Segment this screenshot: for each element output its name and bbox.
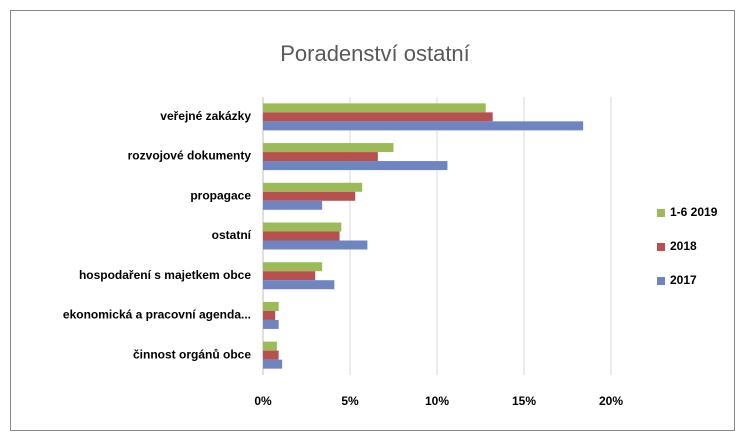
y-tick-label: veřejné zakázky (160, 109, 251, 123)
y-tick-label: ostatní (212, 228, 252, 242)
legend-swatch (657, 209, 665, 217)
bar (263, 280, 335, 290)
bar (263, 161, 448, 171)
bar (263, 231, 340, 241)
legend-label: 2018 (670, 239, 697, 253)
y-tick-label: činnost orgánů obce (133, 347, 251, 361)
bar (263, 182, 363, 192)
x-tick-label: 0% (254, 394, 272, 408)
chart-border (10, 10, 735, 431)
x-tick-label: 10% (425, 394, 449, 408)
bar (263, 240, 368, 250)
bar (263, 319, 279, 329)
y-tick-label: ekonomická a pracovní agenda... (63, 308, 251, 322)
legend-swatch (657, 243, 665, 251)
bar (263, 200, 323, 210)
y-tick-label: rozvojové dokumenty (128, 149, 252, 163)
x-tick-label: 15% (512, 394, 536, 408)
legend-label: 2017 (670, 273, 697, 287)
bar (263, 271, 316, 281)
bar (263, 310, 276, 320)
x-tick-label: 5% (341, 394, 359, 408)
bar (263, 112, 493, 122)
bar (263, 121, 584, 131)
bar (263, 350, 279, 360)
bar (263, 191, 356, 201)
bar (263, 262, 323, 272)
bar (263, 143, 394, 153)
bar (263, 152, 378, 162)
y-tick-label: hospodaření s majetkem obce (79, 268, 251, 282)
bar (263, 103, 486, 113)
y-tick-label: propagace (190, 188, 251, 202)
chart-title: Poradenství ostatní (280, 41, 470, 66)
bar (263, 341, 277, 351)
legend-swatch (657, 277, 665, 285)
x-tick-label: 20% (599, 394, 623, 408)
bar (263, 359, 283, 369)
bar (263, 222, 342, 232)
bar (263, 301, 279, 311)
legend-label: 1-6 2019 (670, 205, 718, 219)
